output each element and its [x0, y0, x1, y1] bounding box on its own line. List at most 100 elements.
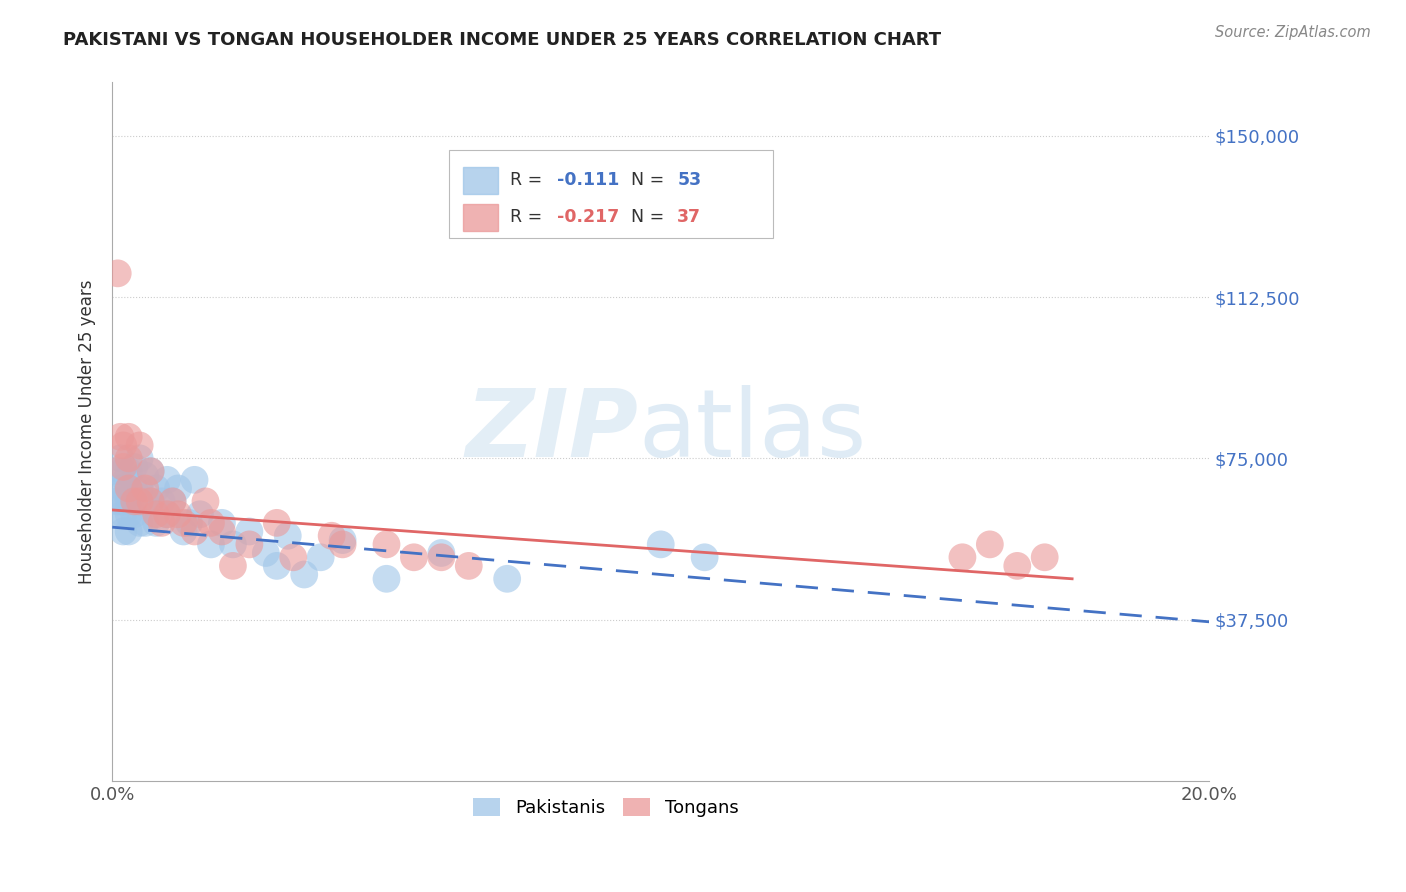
Point — [222, 558, 245, 573]
Point — [112, 494, 135, 508]
Point — [118, 494, 141, 508]
Point — [118, 482, 141, 496]
Point — [110, 451, 132, 466]
Point — [128, 451, 150, 466]
Point — [321, 529, 343, 543]
Point — [156, 508, 179, 522]
Y-axis label: Householder Income Under 25 years: Householder Income Under 25 years — [79, 279, 96, 583]
Legend: Pakistanis, Tongans: Pakistanis, Tongans — [467, 790, 745, 824]
Point — [496, 572, 519, 586]
Point — [430, 546, 453, 560]
Text: 37: 37 — [678, 208, 702, 226]
Point — [107, 464, 129, 478]
Point — [177, 516, 200, 530]
Point — [238, 537, 260, 551]
Point — [128, 438, 150, 452]
Point — [134, 468, 156, 483]
Point — [107, 266, 129, 280]
Point — [183, 524, 205, 539]
Point — [266, 558, 288, 573]
Point — [200, 516, 222, 530]
Point — [375, 537, 398, 551]
Point — [1033, 550, 1056, 565]
Point — [110, 482, 132, 496]
Point — [194, 494, 217, 508]
Point — [112, 459, 135, 474]
Point — [145, 516, 167, 530]
Point — [118, 464, 141, 478]
Point — [979, 537, 1001, 551]
Point — [952, 550, 974, 565]
Text: R =: R = — [510, 171, 548, 189]
Text: ZIP: ZIP — [465, 385, 638, 477]
Point — [112, 464, 135, 478]
Point — [128, 516, 150, 530]
Point — [162, 494, 184, 508]
Point — [430, 550, 453, 565]
Point — [162, 494, 184, 508]
Point — [167, 482, 190, 496]
Point — [173, 524, 195, 539]
Point — [200, 537, 222, 551]
Point — [283, 550, 305, 565]
Bar — [464, 204, 498, 231]
Point — [332, 537, 354, 551]
Point — [112, 438, 135, 452]
Point — [112, 508, 135, 522]
Point — [134, 482, 156, 496]
Point — [145, 482, 167, 496]
Point — [122, 482, 145, 496]
Point — [139, 464, 162, 478]
Point — [139, 494, 162, 508]
Text: -0.111: -0.111 — [557, 171, 619, 189]
FancyBboxPatch shape — [449, 151, 773, 238]
Text: N =: N = — [631, 208, 669, 226]
Point — [150, 516, 173, 530]
Text: -0.217: -0.217 — [557, 208, 619, 226]
Point — [222, 537, 245, 551]
Point — [266, 516, 288, 530]
Point — [118, 524, 141, 539]
Point — [118, 451, 141, 466]
Point — [145, 508, 167, 522]
Text: PAKISTANI VS TONGAN HOUSEHOLDER INCOME UNDER 25 YEARS CORRELATION CHART: PAKISTANI VS TONGAN HOUSEHOLDER INCOME U… — [63, 31, 942, 49]
Point — [332, 533, 354, 547]
Point — [156, 473, 179, 487]
Point — [128, 494, 150, 508]
Point — [309, 550, 332, 565]
Point — [107, 494, 129, 508]
Point — [118, 508, 141, 522]
Point — [122, 508, 145, 522]
Point — [402, 550, 425, 565]
Point — [457, 558, 479, 573]
Point — [115, 473, 138, 487]
Point — [375, 572, 398, 586]
Point — [139, 464, 162, 478]
Point — [122, 459, 145, 474]
Point — [118, 482, 141, 496]
Point — [277, 529, 299, 543]
Point — [118, 430, 141, 444]
Point — [122, 494, 145, 508]
Point — [167, 508, 190, 522]
Text: Source: ZipAtlas.com: Source: ZipAtlas.com — [1215, 25, 1371, 40]
Bar — [464, 167, 498, 194]
Point — [292, 567, 315, 582]
Point — [238, 524, 260, 539]
Text: R =: R = — [510, 208, 548, 226]
Point — [1007, 558, 1029, 573]
Point — [254, 546, 277, 560]
Point — [211, 516, 233, 530]
Point — [134, 516, 156, 530]
Point — [110, 430, 132, 444]
Point — [211, 524, 233, 539]
Point — [156, 508, 179, 522]
Point — [150, 494, 173, 508]
Point — [188, 508, 211, 522]
Point — [139, 494, 162, 508]
Point — [112, 482, 135, 496]
Point — [183, 473, 205, 487]
Text: N =: N = — [631, 171, 669, 189]
Point — [693, 550, 716, 565]
Point — [104, 508, 127, 522]
